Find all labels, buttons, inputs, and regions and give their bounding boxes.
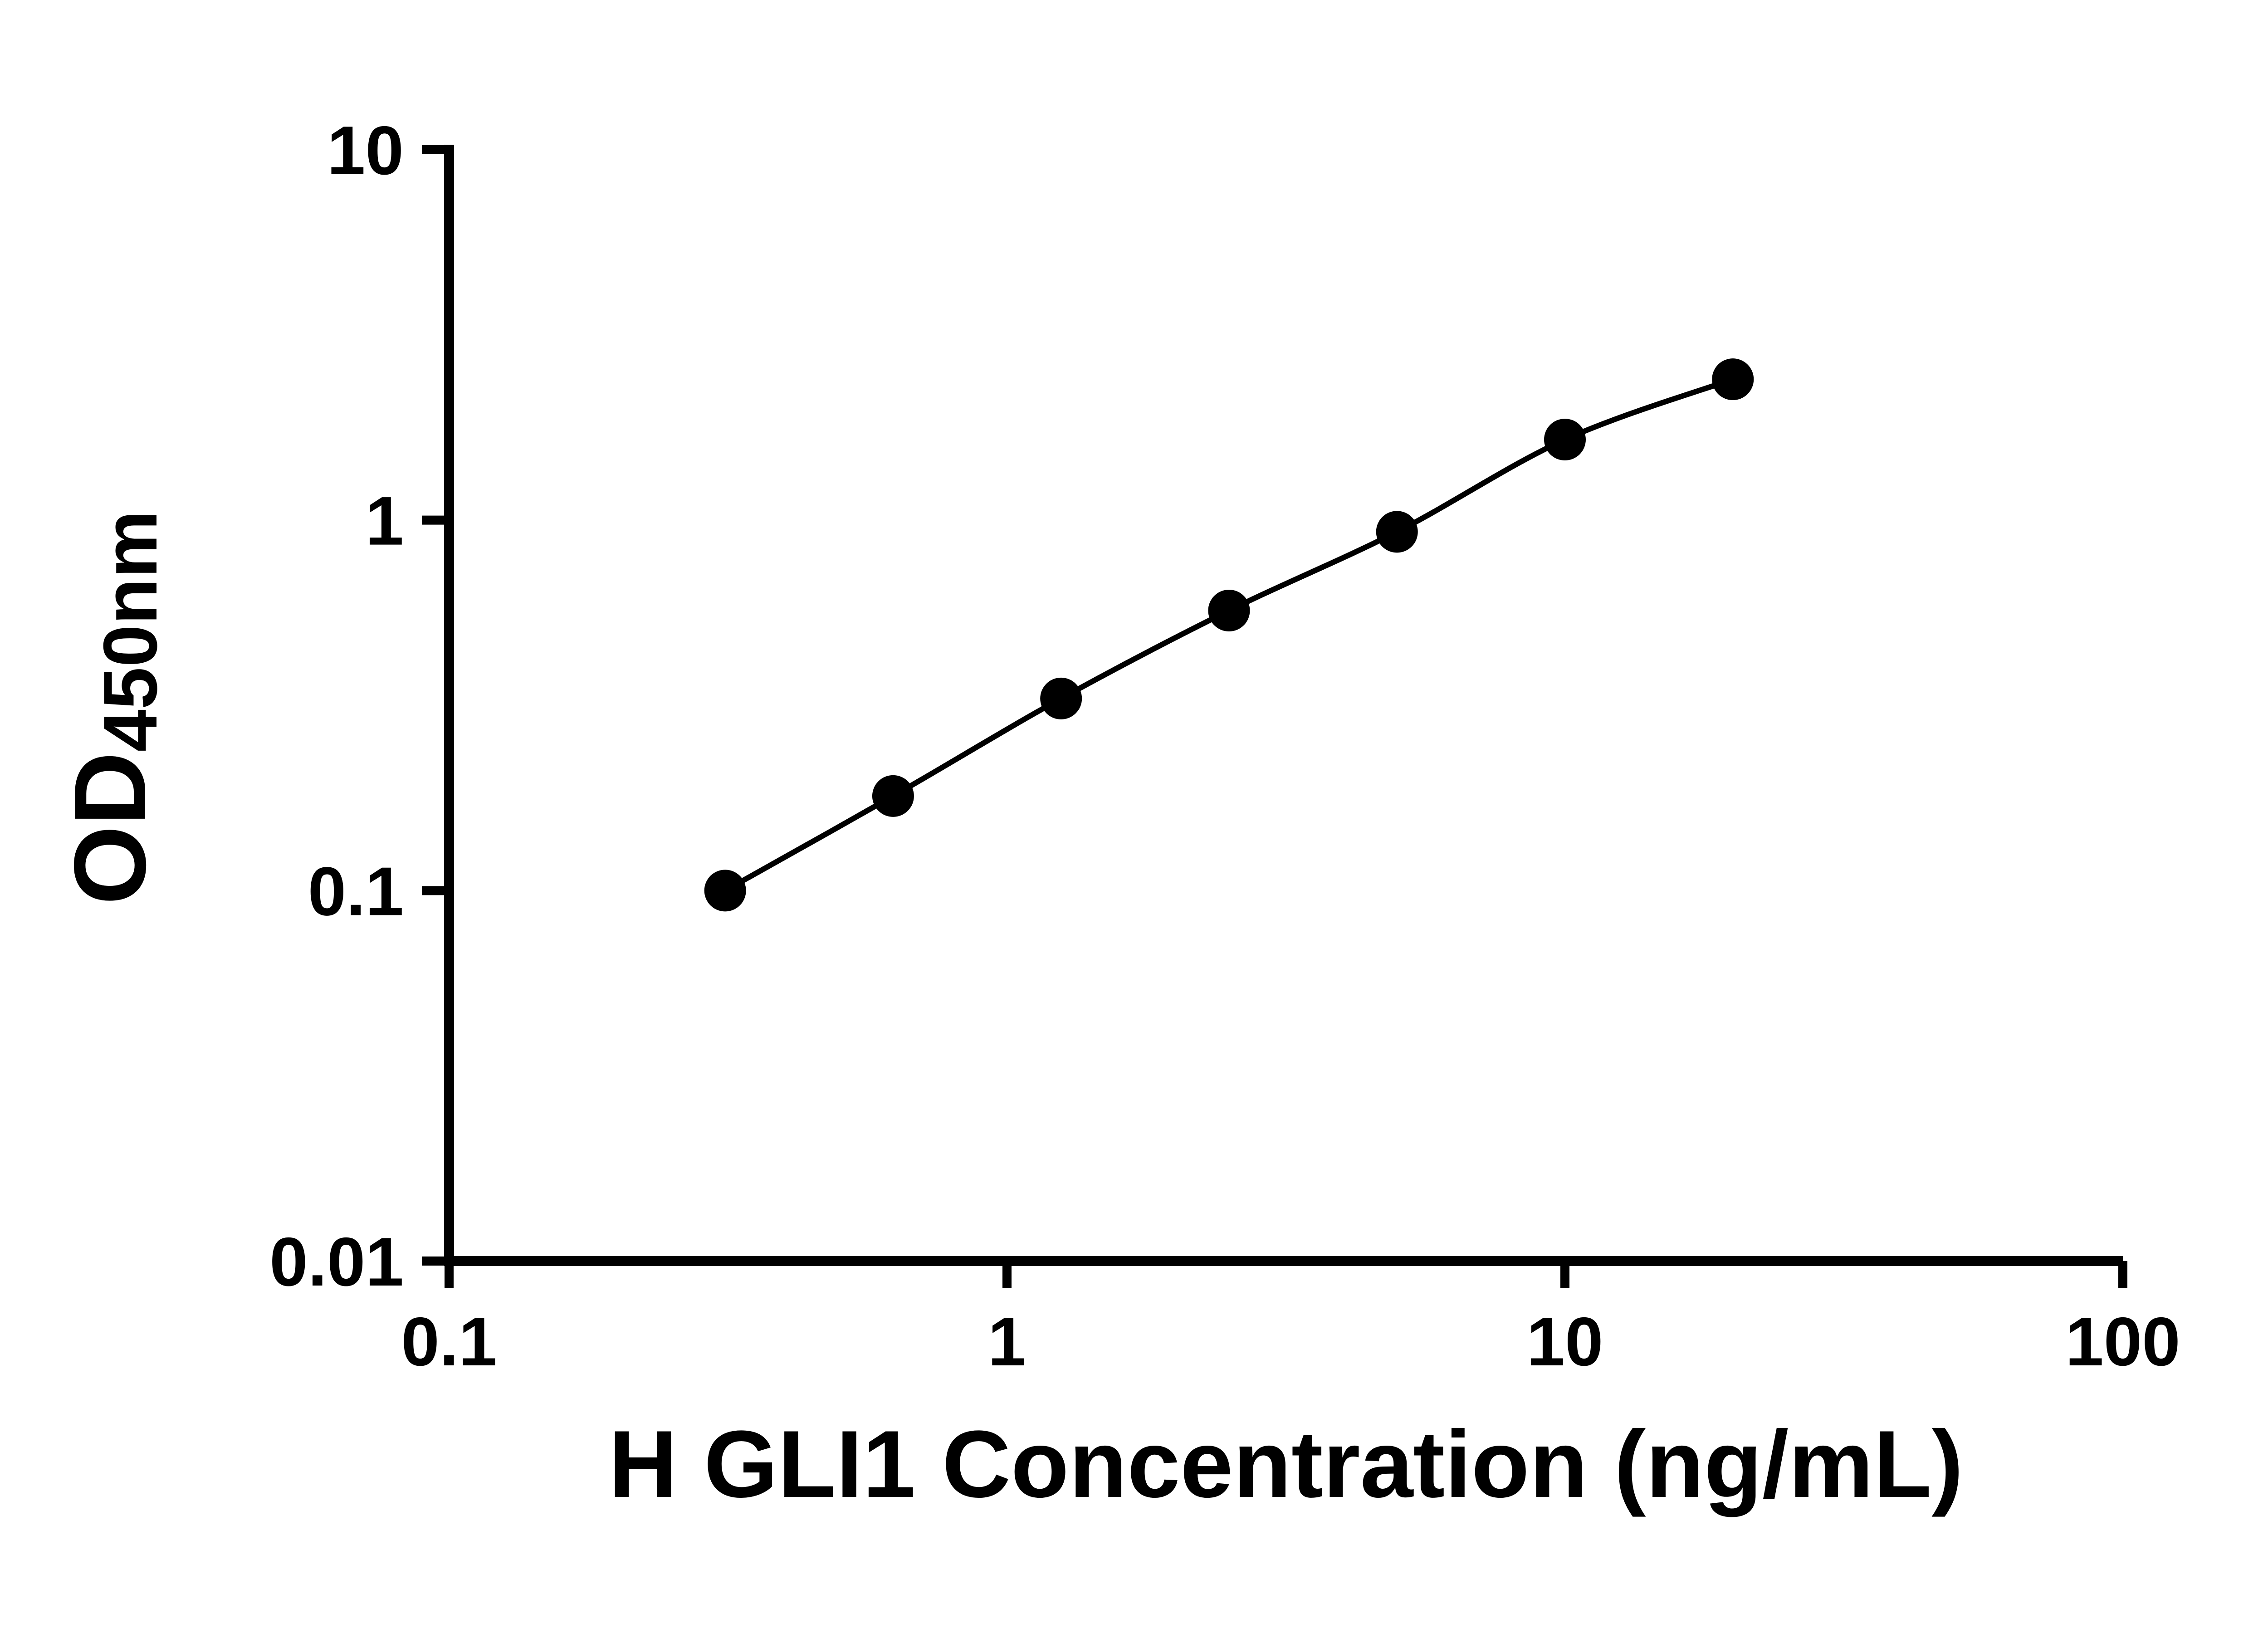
data-point <box>872 775 914 817</box>
data-point <box>1040 677 1082 719</box>
y-axis-tick-label: 0.1 <box>308 853 404 930</box>
y-axis-tick-label: 10 <box>327 112 404 189</box>
data-point <box>704 870 746 912</box>
series-layer <box>704 358 1754 912</box>
data-point <box>1712 358 1754 401</box>
x-axis-tick-label: 10 <box>1526 1303 1603 1380</box>
y-axis-title-main: OD <box>53 752 167 905</box>
y-axis-tick-label: 1 <box>365 483 404 560</box>
series-line <box>723 376 1734 893</box>
x-axis-title: H GLI1 Concentration (ng/mL) <box>609 1411 1964 1517</box>
data-point <box>1544 419 1586 461</box>
axis-lines <box>444 145 2123 1266</box>
y-axis-tick-label: 0.01 <box>269 1223 404 1301</box>
x-axis-tick-label: 0.1 <box>401 1303 497 1380</box>
y-axis-title-sub: 450nm <box>88 510 173 752</box>
x-axis-tick-label: 1 <box>988 1303 1026 1380</box>
y-axis-title: OD450nm <box>53 510 173 905</box>
data-point <box>1376 511 1418 553</box>
x-axis-tick-label: 100 <box>2065 1303 2180 1380</box>
data-point <box>1208 590 1250 632</box>
